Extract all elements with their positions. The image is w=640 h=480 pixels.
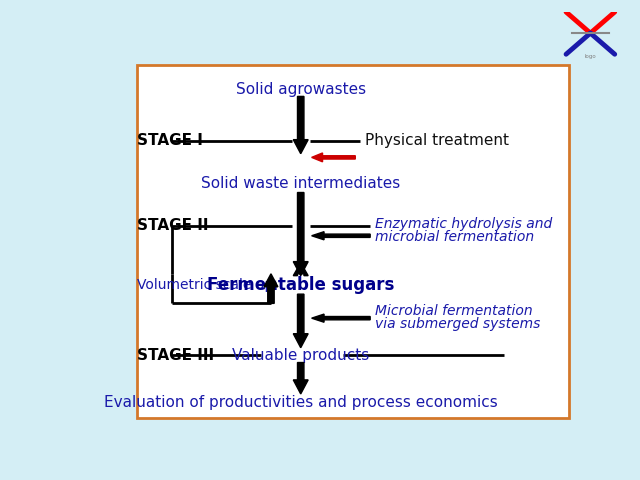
Text: microbial fermentation: microbial fermentation bbox=[375, 230, 534, 244]
FancyArrow shape bbox=[293, 294, 308, 348]
FancyArrow shape bbox=[312, 232, 370, 240]
Text: STAGE III: STAGE III bbox=[137, 348, 214, 362]
Text: STAGE I: STAGE I bbox=[137, 133, 203, 148]
Text: Physical treatment: Physical treatment bbox=[365, 133, 509, 148]
Text: Microbial fermentation: Microbial fermentation bbox=[375, 304, 532, 318]
FancyBboxPatch shape bbox=[137, 65, 568, 418]
FancyArrow shape bbox=[312, 153, 355, 162]
Text: Evaluation of productivities and process economics: Evaluation of productivities and process… bbox=[104, 395, 497, 409]
Text: Volumetric scale up: Volumetric scale up bbox=[137, 278, 273, 292]
FancyArrow shape bbox=[293, 96, 308, 154]
Text: Valuable products: Valuable products bbox=[232, 348, 369, 362]
Text: via submerged systems: via submerged systems bbox=[375, 317, 541, 332]
Text: Solid waste intermediates: Solid waste intermediates bbox=[201, 176, 401, 191]
Text: Fermentable sugars: Fermentable sugars bbox=[207, 276, 394, 294]
FancyArrow shape bbox=[264, 274, 278, 303]
Text: logo: logo bbox=[584, 54, 596, 60]
FancyArrow shape bbox=[293, 192, 308, 276]
Text: STAGE II: STAGE II bbox=[137, 218, 209, 233]
Text: Enzymatic hydrolysis and: Enzymatic hydrolysis and bbox=[375, 217, 552, 231]
Text: Solid agrowastes: Solid agrowastes bbox=[236, 82, 366, 96]
FancyArrow shape bbox=[293, 362, 308, 394]
FancyArrow shape bbox=[293, 263, 308, 276]
FancyArrow shape bbox=[312, 314, 370, 322]
